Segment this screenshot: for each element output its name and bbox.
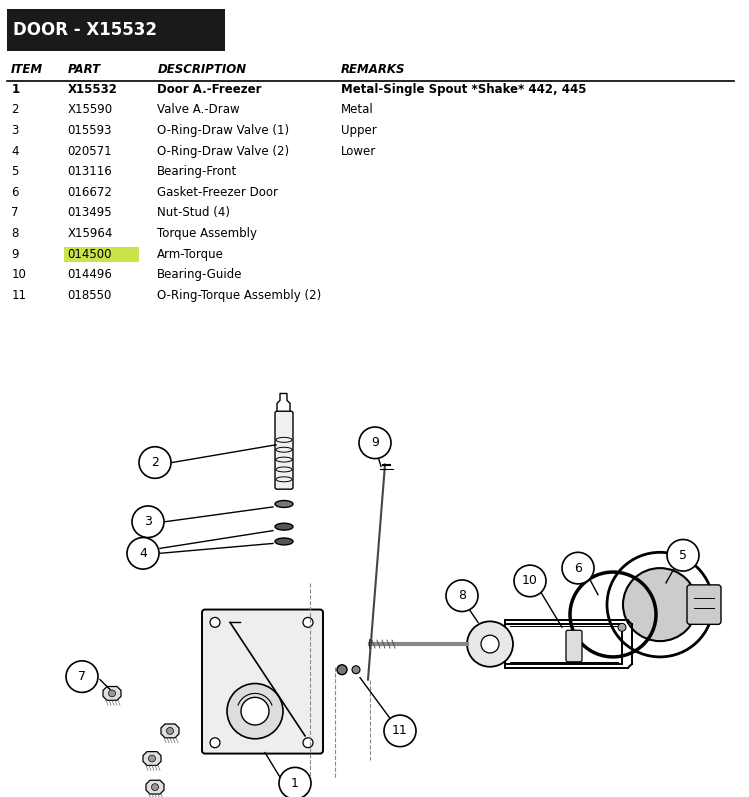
Text: 4: 4 <box>11 144 19 158</box>
Text: 3: 3 <box>11 124 19 137</box>
Ellipse shape <box>352 665 360 673</box>
Text: Metal-Single Spout *Shake* 442, 445: Metal-Single Spout *Shake* 442, 445 <box>341 83 586 96</box>
Circle shape <box>279 768 311 797</box>
Circle shape <box>303 618 313 627</box>
Text: 1: 1 <box>291 777 299 790</box>
Circle shape <box>623 568 697 641</box>
Circle shape <box>139 447 171 478</box>
Text: 11: 11 <box>392 724 408 737</box>
Text: 6: 6 <box>574 562 582 575</box>
Text: 015593: 015593 <box>67 124 112 137</box>
Text: 020571: 020571 <box>67 144 112 158</box>
Text: PART: PART <box>67 63 100 77</box>
Circle shape <box>210 618 220 627</box>
Text: 9: 9 <box>371 436 379 450</box>
Ellipse shape <box>275 501 293 508</box>
Text: 018550: 018550 <box>67 289 112 302</box>
Circle shape <box>359 427 391 458</box>
Text: O-Ring-Draw Valve (2): O-Ring-Draw Valve (2) <box>157 144 289 158</box>
Polygon shape <box>143 752 161 765</box>
Text: Lower: Lower <box>341 144 376 158</box>
Text: Nut-Stud (4): Nut-Stud (4) <box>157 206 230 219</box>
Circle shape <box>303 738 313 748</box>
FancyBboxPatch shape <box>275 411 293 489</box>
Text: Metal: Metal <box>341 104 374 116</box>
Polygon shape <box>161 724 179 738</box>
Text: Gasket-Freezer Door: Gasket-Freezer Door <box>157 186 279 198</box>
Text: 4: 4 <box>139 547 147 559</box>
Circle shape <box>210 738 220 748</box>
Circle shape <box>109 690 115 697</box>
Text: 10: 10 <box>11 269 26 281</box>
Circle shape <box>481 635 499 653</box>
Circle shape <box>66 661 98 693</box>
Text: Bearing-Front: Bearing-Front <box>157 165 237 179</box>
Circle shape <box>467 622 513 667</box>
Text: 014500: 014500 <box>67 248 112 261</box>
Text: O-Ring-Draw Valve (1): O-Ring-Draw Valve (1) <box>157 124 289 137</box>
FancyBboxPatch shape <box>7 9 225 52</box>
Text: 9: 9 <box>11 248 19 261</box>
Polygon shape <box>146 780 164 794</box>
Text: X15964: X15964 <box>67 227 113 240</box>
Text: 3: 3 <box>144 515 152 528</box>
Circle shape <box>241 697 269 725</box>
Circle shape <box>562 552 594 584</box>
Text: Upper: Upper <box>341 124 377 137</box>
Text: DESCRIPTION: DESCRIPTION <box>157 63 246 77</box>
Text: 1: 1 <box>11 83 19 96</box>
Text: Torque Assembly: Torque Assembly <box>157 227 258 240</box>
Text: X15532: X15532 <box>67 83 118 96</box>
Circle shape <box>132 506 164 537</box>
Circle shape <box>166 728 174 734</box>
Text: 013116: 013116 <box>67 165 112 179</box>
Text: 2: 2 <box>11 104 19 116</box>
Text: 8: 8 <box>458 589 466 603</box>
Text: 5: 5 <box>679 549 687 562</box>
Text: 10: 10 <box>522 575 538 587</box>
Circle shape <box>514 565 546 597</box>
Text: 013495: 013495 <box>67 206 112 219</box>
FancyBboxPatch shape <box>687 585 721 624</box>
Text: 016672: 016672 <box>67 186 112 198</box>
Text: Valve A.-Draw: Valve A.-Draw <box>157 104 240 116</box>
Text: REMARKS: REMARKS <box>341 63 405 77</box>
Ellipse shape <box>337 665 347 674</box>
Circle shape <box>384 715 416 747</box>
Circle shape <box>446 580 478 611</box>
FancyBboxPatch shape <box>64 247 139 262</box>
FancyBboxPatch shape <box>566 630 582 662</box>
Polygon shape <box>277 394 290 413</box>
Text: 5: 5 <box>11 165 19 179</box>
Text: 014496: 014496 <box>67 269 112 281</box>
Text: Arm-Torque: Arm-Torque <box>157 248 224 261</box>
Circle shape <box>667 540 699 571</box>
Text: Door A.-Freezer: Door A.-Freezer <box>157 83 262 96</box>
Ellipse shape <box>275 523 293 530</box>
Text: 7: 7 <box>78 670 86 683</box>
Text: 7: 7 <box>11 206 19 219</box>
FancyBboxPatch shape <box>202 610 323 754</box>
Polygon shape <box>103 686 121 701</box>
Text: Bearing-Guide: Bearing-Guide <box>157 269 243 281</box>
Text: 11: 11 <box>11 289 26 302</box>
Text: 6: 6 <box>11 186 19 198</box>
Text: O-Ring-Torque Assembly (2): O-Ring-Torque Assembly (2) <box>157 289 321 302</box>
Circle shape <box>127 537 159 569</box>
Text: X15590: X15590 <box>67 104 112 116</box>
Circle shape <box>148 755 156 762</box>
Circle shape <box>151 783 159 791</box>
Ellipse shape <box>275 538 293 545</box>
Text: 8: 8 <box>11 227 19 240</box>
Text: ITEM: ITEM <box>11 63 43 77</box>
Text: 2: 2 <box>151 456 159 469</box>
Circle shape <box>227 684 283 739</box>
Text: DOOR - X15532: DOOR - X15532 <box>13 22 157 39</box>
Circle shape <box>618 623 626 631</box>
